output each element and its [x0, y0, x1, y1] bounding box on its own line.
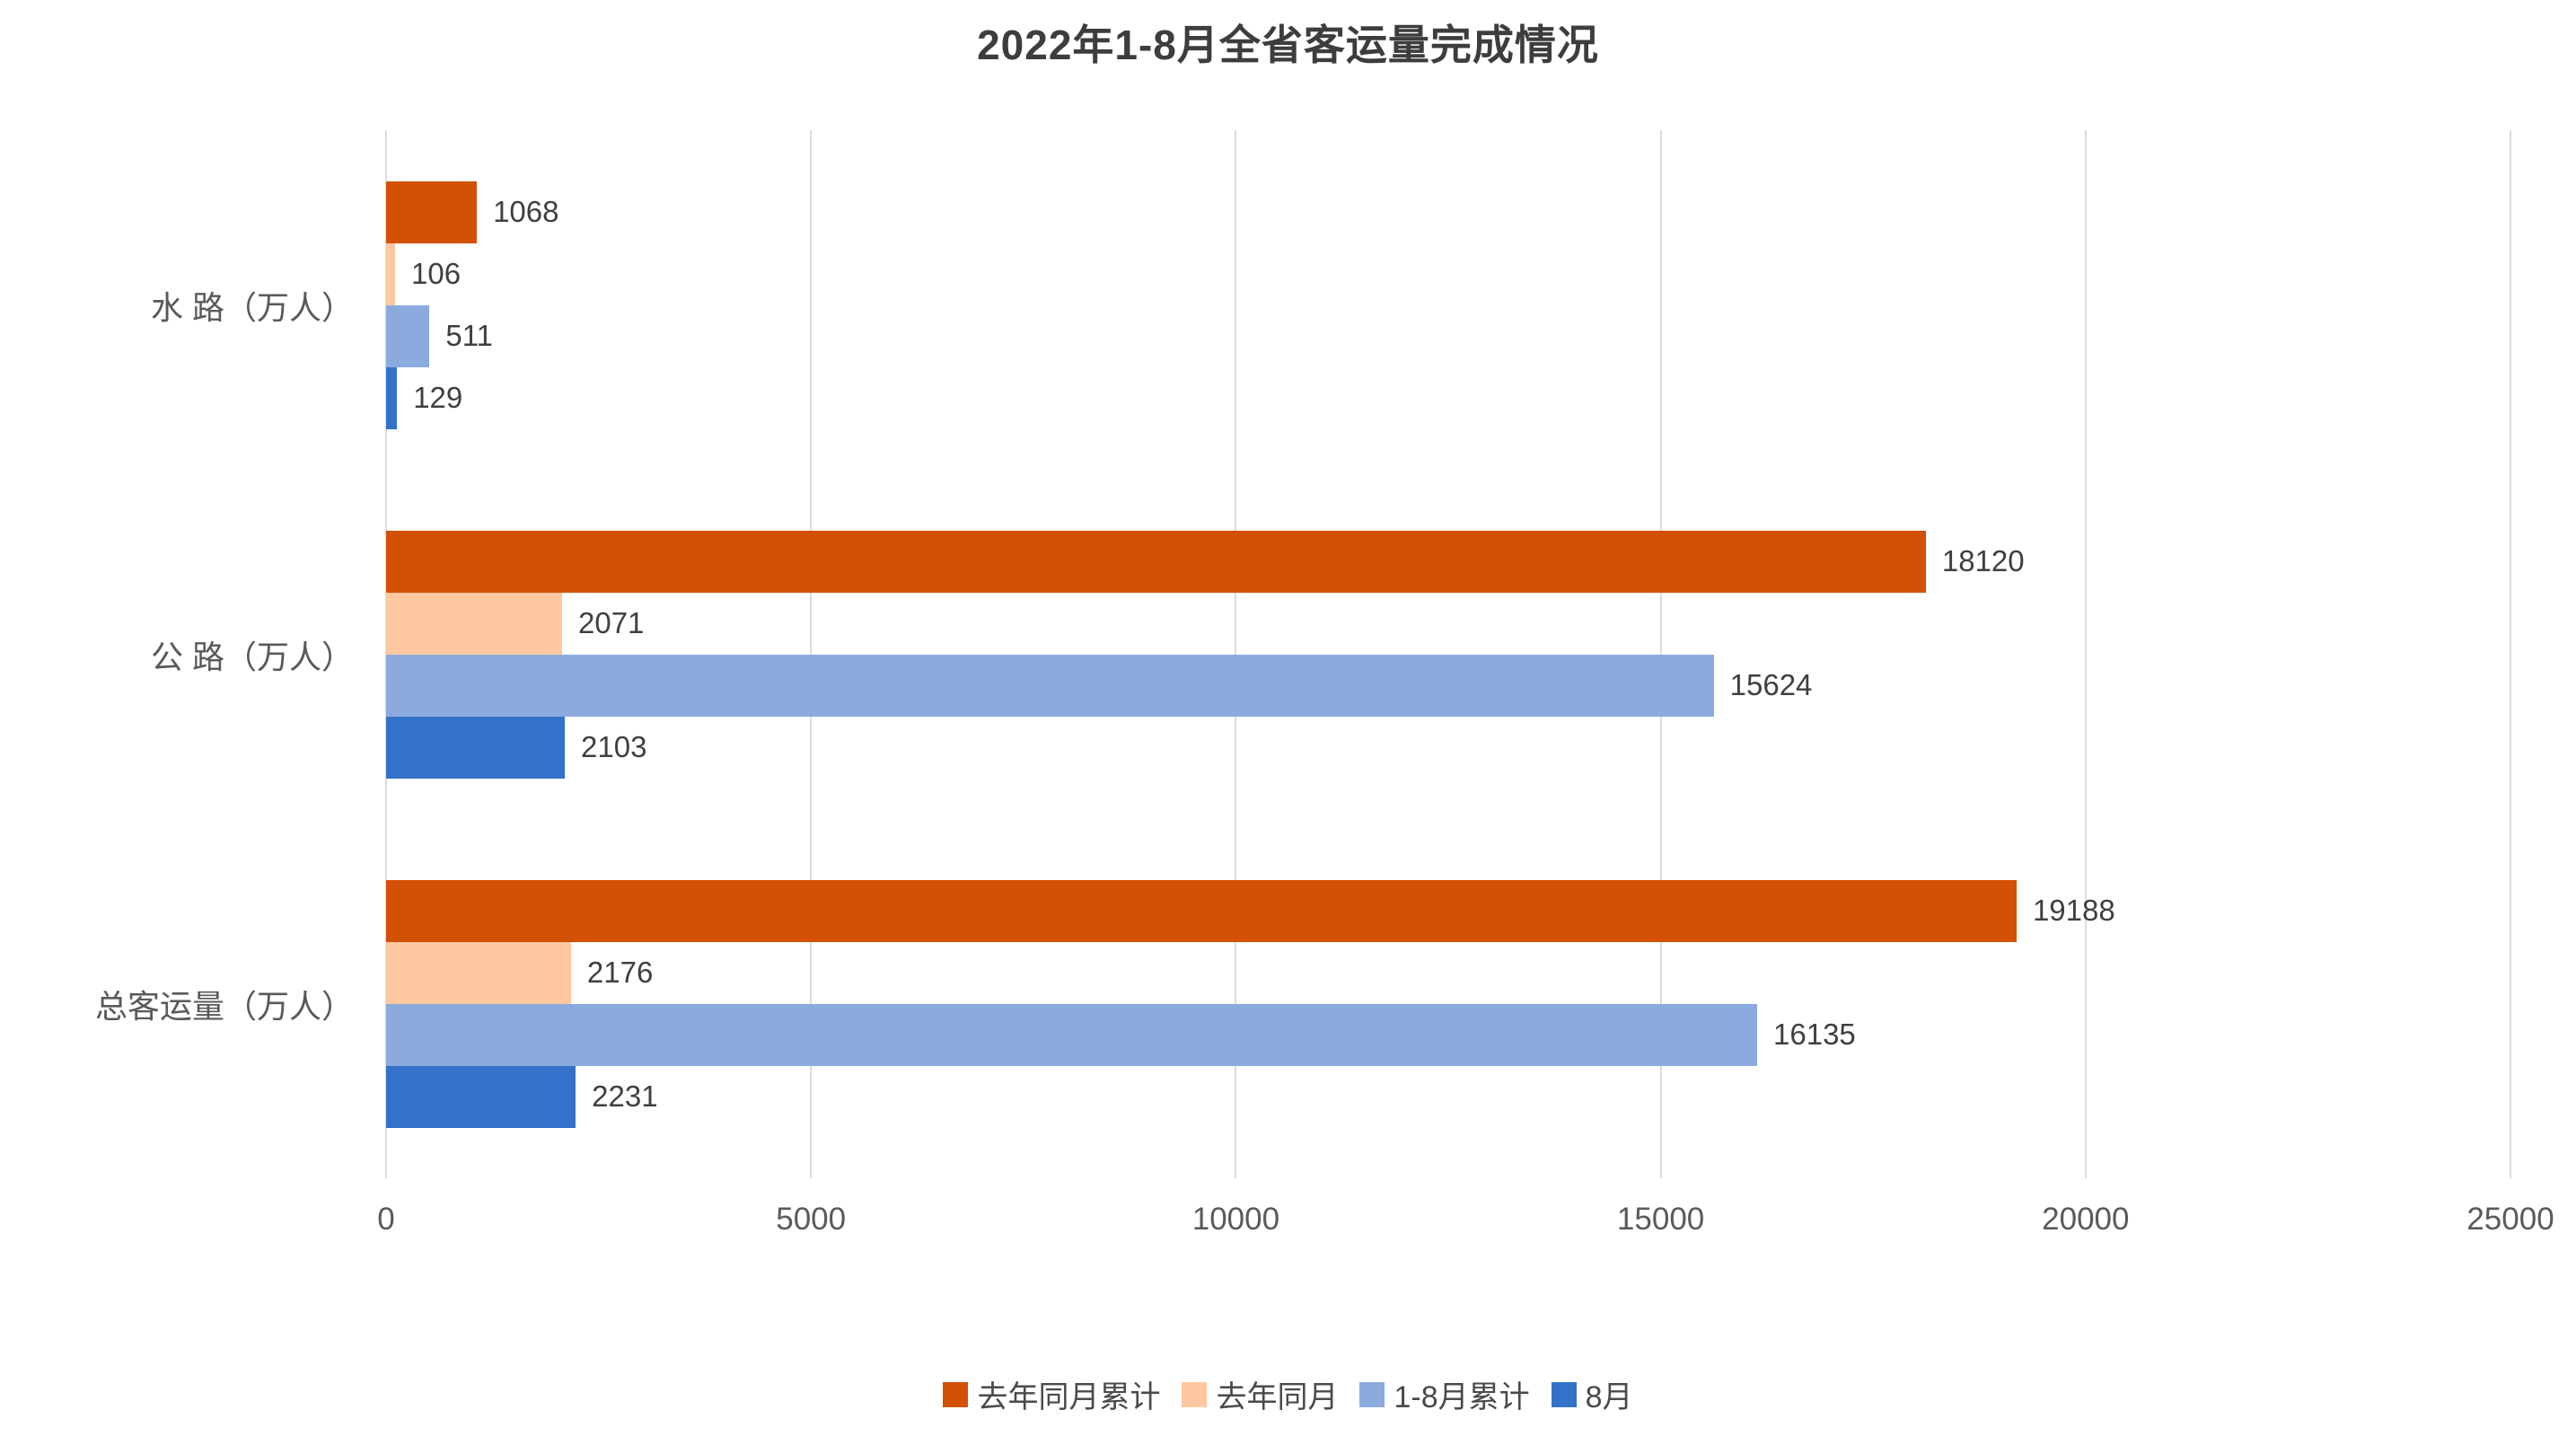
bar-去年同月: [386, 592, 562, 655]
bar-value-label: 18120: [1941, 544, 2025, 577]
legend-item-label: 1-8月累计: [1394, 1380, 1530, 1414]
legend-item-1-8月累计[interactable]: 1-8月累计: [1359, 1372, 1530, 1416]
bar-1-8月累计: [386, 1003, 1758, 1066]
category-label: 总客运量（万人）: [94, 987, 354, 1025]
bar-value-label: 2231: [592, 1079, 658, 1113]
legend-item-label: 去年同月累计: [977, 1380, 1161, 1414]
legend-swatch-icon: [943, 1381, 969, 1407]
bar-1-8月累计: [386, 654, 1714, 717]
category-label: 公 路（万人）: [150, 638, 354, 675]
bar-value-label: 106: [411, 257, 462, 290]
category-label: 水 路（万人）: [150, 288, 354, 326]
legend-item-label: 去年同月: [1216, 1380, 1339, 1414]
bar-value-label: 2071: [577, 606, 645, 639]
bar-去年同月累计: [386, 181, 478, 243]
bar-track: 15624: [386, 654, 2510, 717]
bar-value-label: 2176: [586, 956, 654, 989]
bar-track: 106: [386, 242, 2510, 305]
x-tick-label: 25000: [2466, 1202, 2554, 1237]
bar-value-label: 2103: [581, 730, 647, 763]
bar-track: 18120: [386, 530, 2510, 593]
bar-track: 511: [386, 304, 2510, 367]
category-group: 总客运量（万人） 19188 2176 16135 2231: [95, 829, 2510, 1178]
legend-item-去年同月[interactable]: 去年同月: [1182, 1372, 1338, 1416]
legend-item-label: 8月: [1585, 1380, 1633, 1414]
bar-track: 16135: [386, 1003, 2510, 1066]
category-group: 公 路（万人） 18120 2071 15624 2103: [151, 480, 2510, 829]
bar-8月: [386, 1065, 576, 1128]
legend-item-8月[interactable]: 8月: [1551, 1372, 1633, 1416]
x-tick-label: 5000: [776, 1202, 847, 1237]
category-group: 水 路（万人） 1068 106 511 129: [151, 130, 2510, 480]
bar-groups: 水 路（万人） 1068 106 511 129 公 路（万人） 18120 2071 1562…: [95, 130, 2510, 1178]
gridline: [2084, 130, 2087, 1178]
bar-value-label: 129: [413, 381, 463, 414]
chart-title: 2022年1-8月全省客运量完成情况: [977, 22, 1599, 68]
bar-value-label: 511: [445, 319, 493, 352]
bar-1-8月累计: [386, 304, 430, 367]
bar-track: 2176: [386, 941, 2510, 1004]
legend-swatch-icon: [1359, 1381, 1385, 1407]
bar-去年同月: [386, 242, 396, 305]
x-tick-label: 20000: [2042, 1202, 2130, 1237]
bar-value-label: 15624: [1729, 668, 1813, 701]
bar-track: 19188: [386, 879, 2510, 942]
bar-track: 129: [386, 366, 2510, 429]
gridline: [2510, 130, 2511, 1178]
bar-track: 2071: [386, 592, 2510, 655]
x-tick-label: 10000: [1191, 1202, 1280, 1237]
bar-track: 1068: [386, 181, 2510, 243]
bar-track: 2231: [386, 1065, 2510, 1128]
bar-value-label: 1068: [493, 195, 559, 228]
bar-8月: [386, 716, 566, 779]
legend: 去年同月累计 去年同月 1-8月累计 8月: [0, 1372, 2576, 1416]
bar-去年同月累计: [386, 530, 1926, 593]
x-axis: 0 5000 10000 15000 20000 25000: [377, 1202, 2554, 1243]
bar-track: 2103: [386, 716, 2510, 779]
x-tick-label: 0: [377, 1202, 395, 1237]
bar-去年同月: [386, 941, 571, 1004]
bar-8月: [386, 366, 398, 429]
legend-swatch-icon: [1551, 1381, 1577, 1407]
bar-value-label: 19188: [2032, 894, 2115, 927]
legend-swatch-icon: [1182, 1381, 1208, 1407]
x-tick-label: 15000: [1616, 1202, 1705, 1237]
bar-去年同月累计: [386, 879, 2017, 942]
plot-area: 水 路（万人） 1068 106 511 129 公 路（万人） 18120 2071 1562…: [95, 130, 2511, 1178]
legend-item-去年同月累计[interactable]: 去年同月累计: [943, 1372, 1160, 1416]
bar-value-label: 16135: [1773, 1018, 1856, 1051]
